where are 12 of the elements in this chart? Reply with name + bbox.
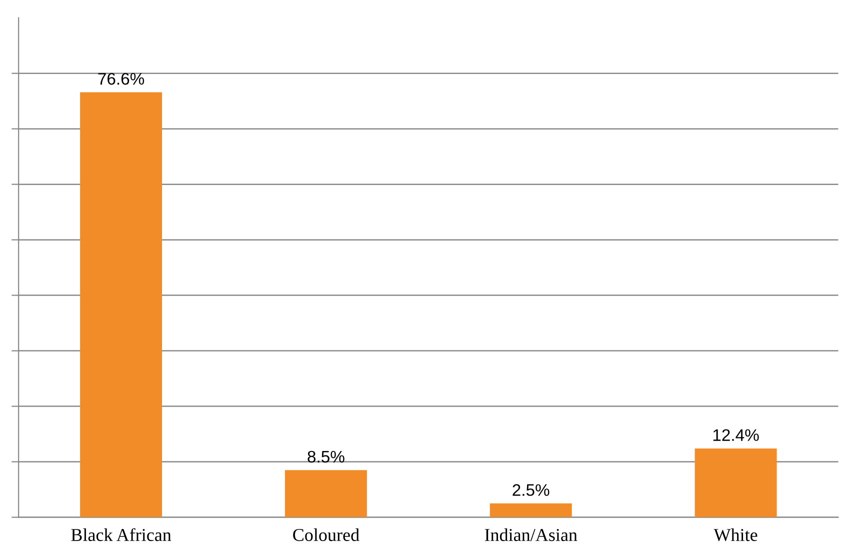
x-tick-label: Indian/Asian — [484, 528, 578, 542]
data-label: 2.5% — [512, 484, 550, 496]
x-tick-label: Coloured — [293, 528, 360, 542]
data-label: 8.5% — [308, 450, 344, 463]
bar — [80, 92, 162, 518]
data-label: 76.6% — [98, 72, 144, 85]
bar — [694, 448, 777, 518]
bar — [490, 503, 572, 518]
x-tick-label: White — [714, 528, 758, 542]
bar — [284, 470, 367, 518]
x-tick-label: Black African — [71, 528, 172, 542]
data-label: 12.4% — [713, 429, 759, 441]
